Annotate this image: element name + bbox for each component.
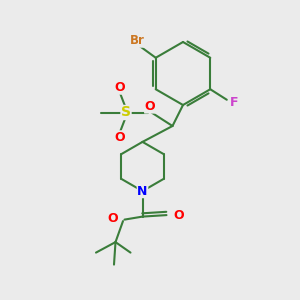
Text: O: O (115, 81, 125, 94)
Text: Br: Br (130, 34, 145, 47)
Text: F: F (230, 96, 238, 109)
Text: O: O (115, 131, 125, 144)
Text: O: O (107, 212, 118, 225)
Text: S: S (121, 106, 131, 119)
Text: O: O (173, 208, 184, 222)
Text: N: N (137, 184, 148, 198)
Text: O: O (145, 100, 155, 113)
